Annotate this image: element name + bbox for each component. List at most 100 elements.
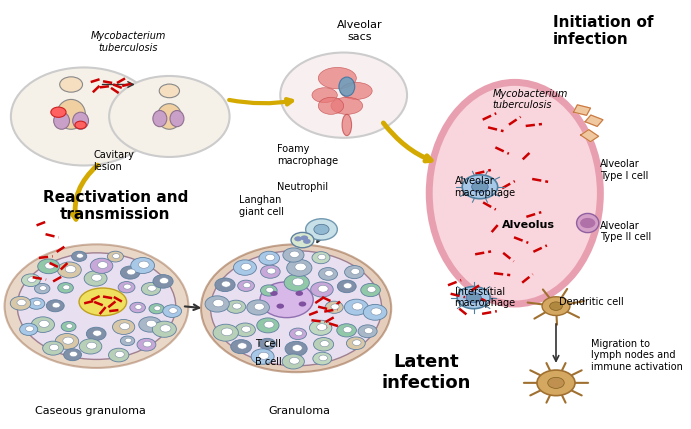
- Circle shape: [292, 278, 303, 286]
- Ellipse shape: [319, 97, 343, 115]
- Circle shape: [285, 341, 307, 356]
- Circle shape: [343, 327, 352, 332]
- Circle shape: [33, 300, 41, 305]
- Ellipse shape: [342, 115, 352, 136]
- Text: Mycobacterium
tuberculosis: Mycobacterium tuberculosis: [493, 89, 568, 110]
- Ellipse shape: [312, 88, 337, 103]
- Circle shape: [537, 370, 575, 396]
- Circle shape: [28, 277, 36, 282]
- Circle shape: [61, 322, 76, 332]
- Text: Alveolar
sacs: Alveolar sacs: [337, 21, 382, 42]
- Circle shape: [222, 281, 231, 287]
- Text: Migration to
lymph nodes and
immune activation: Migration to lymph nodes and immune acti…: [591, 338, 683, 372]
- Circle shape: [337, 280, 356, 293]
- Circle shape: [233, 303, 241, 309]
- Ellipse shape: [576, 214, 599, 233]
- Circle shape: [259, 338, 276, 349]
- Circle shape: [325, 301, 343, 313]
- Ellipse shape: [79, 288, 126, 316]
- Circle shape: [92, 274, 102, 281]
- Circle shape: [63, 337, 73, 344]
- Circle shape: [361, 284, 380, 296]
- Circle shape: [264, 321, 274, 328]
- Circle shape: [5, 245, 189, 368]
- Circle shape: [213, 299, 224, 307]
- Circle shape: [84, 271, 107, 286]
- Circle shape: [77, 254, 84, 258]
- Circle shape: [97, 262, 108, 269]
- Circle shape: [299, 302, 306, 307]
- Circle shape: [363, 304, 387, 320]
- Circle shape: [125, 338, 131, 342]
- Circle shape: [215, 278, 235, 292]
- Circle shape: [312, 252, 330, 264]
- Text: Dendritic cell: Dendritic cell: [559, 297, 624, 307]
- Circle shape: [282, 354, 304, 369]
- Circle shape: [319, 355, 328, 361]
- Circle shape: [149, 304, 164, 314]
- Ellipse shape: [341, 82, 372, 100]
- Circle shape: [31, 317, 55, 332]
- Circle shape: [43, 341, 64, 355]
- Circle shape: [57, 262, 82, 278]
- Circle shape: [51, 107, 66, 117]
- Circle shape: [472, 181, 488, 192]
- Ellipse shape: [54, 112, 70, 129]
- Circle shape: [39, 286, 46, 290]
- Circle shape: [284, 274, 310, 291]
- Circle shape: [337, 324, 357, 337]
- Circle shape: [462, 175, 498, 199]
- Circle shape: [371, 308, 381, 315]
- Ellipse shape: [73, 112, 88, 129]
- Circle shape: [257, 318, 279, 333]
- Circle shape: [17, 253, 176, 360]
- Circle shape: [346, 337, 366, 350]
- Circle shape: [270, 291, 278, 296]
- Circle shape: [238, 343, 247, 349]
- Circle shape: [466, 293, 481, 303]
- Text: Neutrophil: Neutrophil: [277, 182, 328, 192]
- Ellipse shape: [331, 97, 363, 115]
- Circle shape: [290, 251, 299, 257]
- Circle shape: [146, 320, 156, 327]
- Circle shape: [265, 341, 272, 346]
- Text: Mycobacterium
tuberculosis: Mycobacterium tuberculosis: [91, 31, 166, 53]
- Circle shape: [367, 287, 376, 292]
- Circle shape: [118, 281, 135, 293]
- Circle shape: [11, 67, 157, 166]
- Circle shape: [153, 275, 173, 288]
- Polygon shape: [574, 105, 591, 115]
- Circle shape: [143, 341, 151, 347]
- Circle shape: [113, 320, 135, 335]
- Text: Reactivation and
transmission: Reactivation and transmission: [43, 190, 188, 222]
- Circle shape: [314, 338, 334, 351]
- Circle shape: [281, 52, 407, 138]
- Circle shape: [234, 260, 256, 275]
- Circle shape: [241, 263, 252, 270]
- Circle shape: [305, 219, 337, 240]
- Circle shape: [130, 302, 145, 313]
- Circle shape: [205, 296, 229, 312]
- Circle shape: [320, 341, 329, 347]
- Circle shape: [260, 282, 313, 317]
- Circle shape: [108, 348, 129, 362]
- Circle shape: [55, 333, 79, 349]
- Ellipse shape: [170, 111, 184, 127]
- Circle shape: [46, 300, 64, 312]
- Circle shape: [28, 298, 45, 309]
- Circle shape: [243, 283, 251, 288]
- Circle shape: [38, 259, 59, 274]
- Circle shape: [343, 283, 352, 289]
- Circle shape: [231, 340, 252, 353]
- Text: Alveolus: Alveolus: [502, 220, 555, 230]
- Circle shape: [35, 284, 50, 294]
- Circle shape: [109, 76, 229, 157]
- Circle shape: [137, 338, 156, 351]
- Text: Latent
infection: Latent infection: [381, 353, 471, 392]
- Text: Langhan
giant cell: Langhan giant cell: [239, 195, 284, 217]
- Circle shape: [160, 325, 171, 332]
- Circle shape: [235, 323, 256, 337]
- Ellipse shape: [319, 67, 357, 89]
- Circle shape: [169, 308, 178, 313]
- Circle shape: [58, 283, 73, 293]
